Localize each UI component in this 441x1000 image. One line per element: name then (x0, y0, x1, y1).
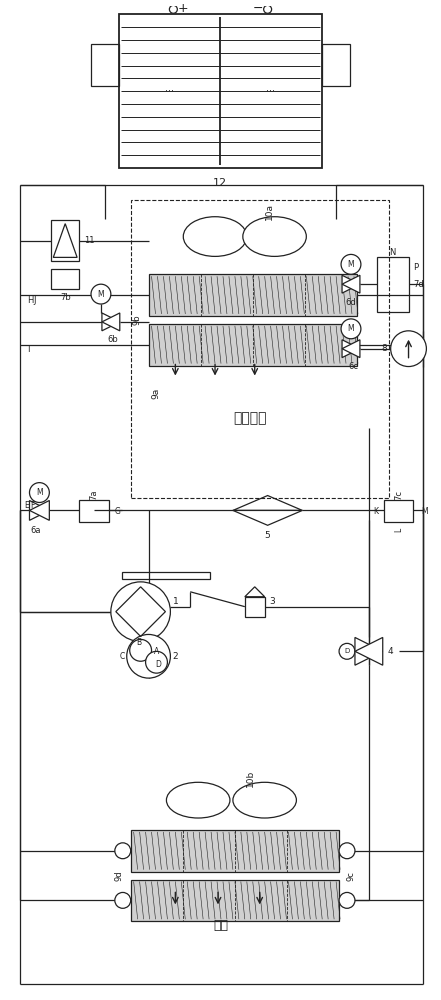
Text: 6c: 6c (348, 362, 358, 371)
Polygon shape (355, 637, 383, 665)
Text: D: D (344, 648, 350, 654)
Text: 9b: 9b (132, 315, 141, 325)
Circle shape (341, 319, 361, 339)
Text: 6a: 6a (30, 526, 41, 535)
Polygon shape (30, 500, 49, 520)
Bar (149, 324, 357, 366)
Text: +: + (178, 2, 189, 15)
Text: P: P (414, 263, 419, 272)
Text: 9a: 9a (151, 388, 160, 399)
Bar (51, 220, 79, 261)
Text: E: E (25, 501, 29, 510)
Bar (149, 274, 357, 316)
Text: M: M (97, 290, 104, 299)
Bar (384, 500, 414, 522)
Text: 车厂内部: 车厂内部 (233, 411, 266, 425)
Text: M: M (348, 260, 354, 269)
Bar (131, 200, 389, 498)
Text: D: D (156, 660, 161, 669)
Bar (119, 14, 322, 168)
Polygon shape (102, 313, 120, 331)
Text: F: F (30, 501, 35, 510)
Text: 环境: 环境 (213, 919, 228, 932)
Bar (131, 880, 339, 921)
Text: 2: 2 (172, 652, 178, 661)
Text: 7a: 7a (90, 489, 98, 500)
Bar (377, 257, 408, 312)
Circle shape (264, 5, 272, 13)
Text: 9c: 9c (347, 871, 355, 881)
Bar (79, 500, 109, 522)
Text: 1: 1 (172, 597, 178, 606)
Text: M: M (36, 488, 43, 497)
Text: 4: 4 (388, 647, 393, 656)
Text: 9d: 9d (114, 870, 123, 881)
Circle shape (115, 892, 131, 908)
Text: 3: 3 (270, 597, 276, 606)
Bar (131, 830, 339, 872)
Circle shape (111, 582, 170, 641)
Circle shape (169, 5, 177, 13)
Text: G: G (115, 507, 121, 516)
Text: K: K (373, 507, 378, 516)
Polygon shape (342, 340, 360, 358)
Bar (51, 269, 79, 289)
Text: 10a: 10a (265, 203, 274, 220)
Circle shape (91, 284, 111, 304)
Polygon shape (102, 313, 120, 331)
Text: ···: ··· (165, 86, 174, 96)
Circle shape (339, 843, 355, 859)
Circle shape (127, 634, 170, 678)
Text: 5: 5 (265, 531, 270, 540)
Circle shape (115, 843, 131, 859)
Polygon shape (342, 275, 360, 293)
Text: H: H (27, 296, 34, 305)
Ellipse shape (183, 217, 247, 256)
Text: 7d: 7d (414, 280, 424, 289)
Polygon shape (355, 637, 383, 665)
Text: N: N (389, 248, 396, 257)
Text: M: M (348, 324, 354, 333)
Circle shape (146, 651, 168, 673)
Circle shape (130, 639, 152, 661)
Bar (122, 572, 210, 579)
Text: 12: 12 (213, 178, 227, 188)
Text: −: − (252, 2, 263, 15)
Text: J: J (34, 296, 36, 305)
Text: 6b: 6b (108, 335, 118, 344)
Polygon shape (342, 340, 360, 358)
Text: 7b: 7b (60, 293, 71, 302)
Circle shape (30, 483, 49, 502)
Text: 11: 11 (84, 236, 94, 245)
Text: 8: 8 (382, 344, 388, 353)
Text: 7c: 7c (394, 490, 403, 500)
Ellipse shape (233, 782, 296, 818)
Circle shape (339, 643, 355, 659)
Text: ···: ··· (266, 86, 275, 96)
Bar (91, 44, 119, 86)
Ellipse shape (166, 782, 230, 818)
Polygon shape (342, 275, 360, 293)
Text: B: B (136, 638, 141, 647)
Polygon shape (30, 500, 49, 520)
Text: I: I (27, 345, 30, 354)
Text: A: A (154, 647, 159, 656)
Bar (245, 597, 265, 617)
Text: C: C (119, 652, 124, 661)
Ellipse shape (243, 217, 306, 256)
Text: L: L (394, 528, 403, 532)
Bar (322, 44, 350, 86)
Text: M: M (422, 507, 428, 516)
Circle shape (339, 892, 355, 908)
Text: 10b: 10b (246, 770, 255, 787)
Text: 6d: 6d (346, 298, 356, 307)
Circle shape (391, 331, 426, 367)
Circle shape (341, 254, 361, 274)
